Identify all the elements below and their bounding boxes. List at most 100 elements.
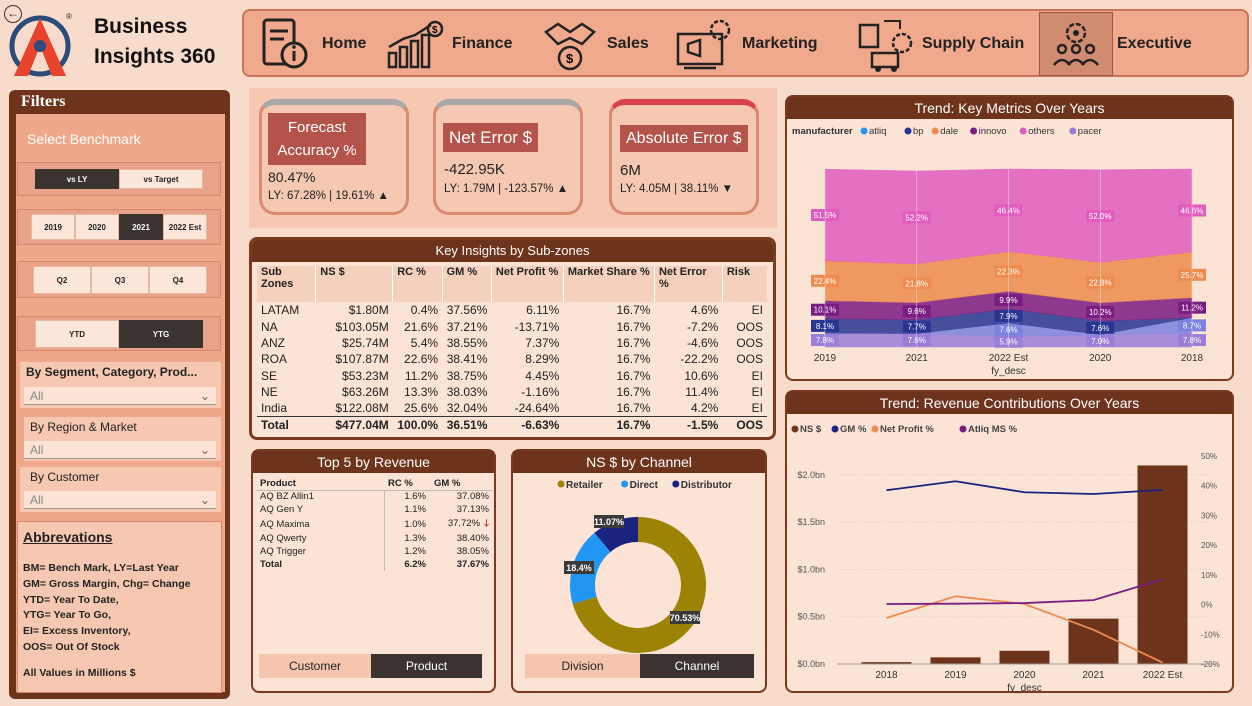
legend-swatch [904,127,912,135]
col-header[interactable]: Product [256,477,384,491]
nav-sales[interactable]: $ Sales [539,11,649,76]
col-header[interactable]: Market Share % [563,266,655,302]
table-cell: -1.5% [654,416,723,434]
table-row[interactable]: SE $53.23M 11.2% 38.75% 4.45% 16.7% 10.6% EI [257,368,767,384]
table-row[interactable]: India $122.08M 25.6% 32.04% -24.64% 16.7% 4.2%… [257,400,767,416]
nav-home[interactable]: Home [254,11,366,76]
col-header[interactable]: GM % [430,477,493,491]
quarter-group: Q2 Q3 Q4 [17,261,221,298]
col-header[interactable]: Risk [726,266,751,278]
col-header[interactable]: NS $ [315,266,394,302]
table-total-row[interactable]: Total 6.2% 37.67% [256,558,493,571]
abbreviations-list: BM= Bench Mark, LY=Last Year GM= Gross M… [23,561,190,656]
nav-marketing[interactable]: Marketing [674,11,818,76]
customer-filter-label: By Customer [30,470,100,484]
quarter-q3-button[interactable]: Q3 [91,266,149,294]
legend-label: Atliq MS % [968,424,1018,435]
year-2020-button[interactable]: 2020 [75,214,119,240]
table-cell: -22.2% [680,352,719,367]
period-ytg-button[interactable]: YTG [119,320,203,348]
table-row[interactable]: LATAM $1.80M 0.4% 37.56% 6.11% 16.7% 4.6% EI [257,302,767,318]
trend-revenue-title: Trend: Revenue Contributions Over Years [787,392,1232,414]
filters-title: Filters [21,93,66,110]
bar-ns-2019 [930,657,981,664]
table-cell: -1.16% [521,385,560,400]
x-tick-label: 2021 [1082,670,1105,681]
table-cell: -4.6% [687,335,719,350]
table-cell: 7.37% [525,335,560,350]
table-cell: -13.71% [514,319,560,334]
table-cell: 100.0% [392,416,443,434]
table-cell: 11.4% [685,385,719,400]
y-left-tick-label: $0.0bn [797,659,825,669]
table-cell: 4.45% [525,368,560,383]
table-cell: 37.13% [456,504,489,515]
nav-supply-chain[interactable]: Supply Chain [854,11,1024,76]
top5-title: Top 5 by Revenue [253,451,494,473]
region-dropdown[interactable]: All ⌄ [24,441,216,459]
kpi-net-error-label: Net Error $ [443,123,539,152]
table-row[interactable]: NA $103.05M 21.6% 37.21% -13.71% 16.7% -7.2% OO… [257,318,767,334]
table-row[interactable]: ROA $107.87M 22.6% 38.41% 8.29% 16.7% -22.2% OO… [257,351,767,367]
year-2021-button[interactable]: 2021 [119,214,163,240]
table-cell: 37.08% [456,491,489,503]
segment-dropdown-value: All [30,389,44,403]
col-header[interactable]: Net Profit % [491,266,564,302]
table-cell: 4.2% [691,401,719,416]
legend-label: GM % [840,424,867,435]
col-header[interactable]: Sub Zones [257,266,317,302]
period-ytd-button[interactable]: YTD [35,320,119,348]
table-cell: 11.2% [404,368,439,383]
channel-tab-division[interactable]: Division [525,654,640,678]
table-cell: 6.11% [526,303,560,318]
nav-sales-label: Sales [607,34,649,52]
table-cell: EI [751,303,763,318]
benchmark-vs-target-button[interactable]: vs Target [119,169,203,189]
table-row[interactable]: AQ Maxima 1.0% 37.72% 🡓 [256,516,493,532]
col-header[interactable]: Net Error % [654,266,723,302]
benchmark-vs-ly-button[interactable]: vs LY [35,169,119,189]
table-row[interactable]: NE $63.26M 13.3% 38.03% -1.16% 16.7% 11.4% EI [257,384,767,400]
table-row[interactable]: AQ Trigger 1.2% 38.05% [256,545,493,558]
x-axis-label: fy_desc [1007,683,1041,694]
segment-dropdown[interactable]: All ⌄ [24,387,216,405]
customer-dropdown[interactable]: All ⌄ [24,491,216,509]
table-cell: 16.7% [616,319,651,334]
legend-label: dale [940,126,958,137]
table-row[interactable]: AQ Gen Y 1.1% 37.13% [256,503,493,516]
table-row[interactable]: AQ BZ Allin1 1.6% 37.08% [256,490,493,503]
quarter-q2-button[interactable]: Q2 [33,266,91,294]
subzones-panel: Key Insights by Sub-zones Sub Zones NS $… [249,237,776,440]
top5-tab-customer[interactable]: Customer [259,654,371,678]
nav-executive[interactable]: Executive [1039,11,1192,76]
kpi-forecast-accuracy-value: 80.47% [268,169,316,185]
table-total-row[interactable]: Total $477.04M 100.0% 36.51% -6.63% 16.7% -1.5… [257,416,767,434]
home-report-icon [254,15,316,73]
table-cell: NA [261,319,278,334]
channel-tab-channel[interactable]: Channel [640,654,754,678]
table-cell: 37.72% 🡓 [447,518,489,529]
table-cell: 37.67% [456,559,489,570]
y-right-tick-label: 10% [1201,571,1217,580]
nav-finance[interactable]: $ Finance [384,11,512,76]
year-2022-est-button[interactable]: 2022 Est [163,214,207,240]
table-row[interactable]: AQ Qwerty 1.3% 38.40% [256,532,493,545]
table-row[interactable]: ANZ $25.74M 5.4% 38.55% 7.37% 16.7% -4.6% OOS [257,335,767,351]
kpi-net-error-sub: LY: 1.79M | -123.57% ▲ [444,183,569,195]
year-group: 2019 2020 2021 2022 Est [17,209,221,245]
kpi-label-line1: Forecast [287,119,347,136]
back-arrow-icon[interactable]: ← [4,5,22,23]
col-header[interactable]: RC % [384,477,430,491]
col-header[interactable]: RC % [392,266,443,302]
top5-tab-product[interactable]: Product [371,654,482,678]
table-cell: 4.6% [691,303,719,318]
table-cell: -24.64% [514,401,560,416]
table-cell: $103.05M [335,319,389,334]
quarter-q4-button[interactable]: Q4 [149,266,207,294]
kpi-absolute-error-label: Absolute Error $ [620,125,748,152]
bar-ns-2018 [861,662,912,664]
year-2019-button[interactable]: 2019 [31,214,75,240]
col-header[interactable]: GM % [442,266,492,302]
data-label-bg [564,561,594,574]
y-left-tick-label: $1.0bn [797,564,825,574]
